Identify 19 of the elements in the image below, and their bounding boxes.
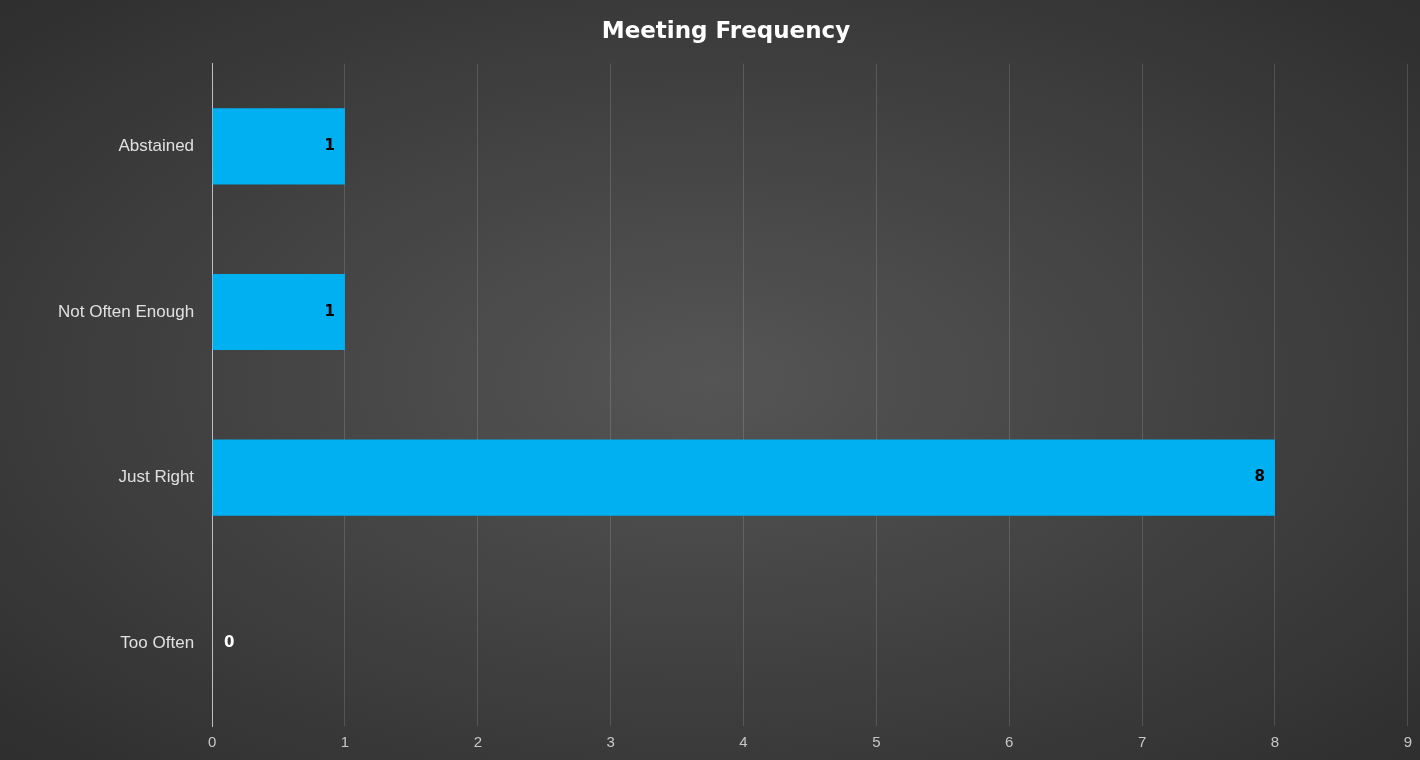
data-label: 1 <box>324 136 335 155</box>
y-tick-label: Just Right <box>118 467 195 487</box>
x-tick-label: 6 <box>1005 733 1014 751</box>
x-tick-label: 9 <box>1403 733 1412 751</box>
x-tick-label: 4 <box>739 733 748 751</box>
data-label: 1 <box>324 301 335 320</box>
x-tick-label: 7 <box>1137 733 1147 751</box>
y-tick-label: Too Often <box>120 632 195 652</box>
x-tick-label: 5 <box>872 733 881 751</box>
x-tick-label: 8 <box>1270 733 1280 751</box>
data-label: 0 <box>224 633 235 652</box>
chart-title: Meeting Frequency <box>601 16 851 43</box>
x-tick-label: 1 <box>340 733 350 751</box>
data-label: 8 <box>1254 467 1265 486</box>
x-tick-label: 3 <box>606 733 615 751</box>
y-tick-label: Abstained <box>118 136 195 156</box>
y-tick-label: Not Often Enough <box>58 301 195 321</box>
x-tick-label: 2 <box>473 733 482 751</box>
x-tick-label: 0 <box>207 733 217 751</box>
